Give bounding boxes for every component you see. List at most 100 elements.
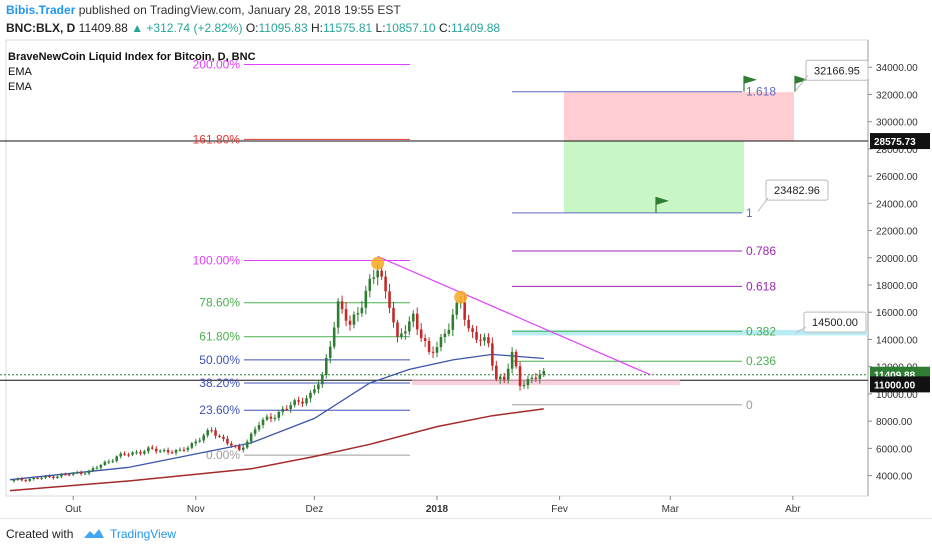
candle-body (226, 438, 229, 444)
candle-body (249, 433, 253, 442)
resistance-band (512, 329, 868, 336)
candle-body (451, 314, 455, 330)
candle-body (75, 472, 79, 474)
candle-body (301, 401, 304, 404)
y-tick-label: 34000.00 (876, 63, 918, 74)
price-chart[interactable]: 4000.006000.008000.0010000.0012000.00140… (0, 0, 932, 518)
candle-body (491, 343, 494, 366)
fib-left-level-label: 100.00% (193, 254, 241, 268)
y-tick-label: 24000.00 (876, 199, 918, 210)
candle-body (530, 377, 534, 379)
author-link[interactable]: Bibis.Trader (6, 3, 76, 17)
candle-body (222, 436, 225, 439)
candle-body (202, 435, 205, 441)
high-value: 11575.81 (323, 21, 373, 35)
candle-body (372, 277, 376, 279)
candle-body (36, 477, 39, 479)
candle-body (71, 472, 75, 475)
candle-body (487, 337, 490, 344)
candle-body (269, 416, 273, 419)
candle-body (182, 449, 186, 451)
candle-body (435, 347, 439, 353)
x-tick-label: Dez (306, 504, 324, 515)
price-tag-28575: 28575.73 (870, 133, 930, 150)
candle-body (348, 320, 352, 325)
candle-body (328, 346, 332, 358)
callout-text: 32166.95 (814, 65, 860, 77)
candle-body (317, 384, 320, 390)
candle-body (238, 445, 241, 450)
candle-body (20, 478, 24, 481)
candle-body (411, 313, 415, 322)
candle-body (162, 450, 166, 452)
fib-left-level-label: 38.20% (199, 376, 240, 390)
candle-body (360, 307, 364, 314)
candle-body (107, 461, 111, 463)
candle-body (277, 411, 281, 418)
high-label: H: (311, 21, 323, 35)
fib-left-level-label: 78.60% (199, 296, 240, 310)
callout-box (803, 311, 867, 333)
fib-right-level-label: 0.382 (746, 324, 776, 338)
fib-left-level-label: 0.00% (206, 448, 240, 462)
candle-body (510, 351, 514, 369)
highlight-point (454, 290, 468, 304)
candle-body (87, 470, 91, 474)
candle-body (190, 443, 194, 448)
fib-left-level-label: 50.00% (199, 353, 240, 367)
candle-body (56, 476, 59, 479)
flag-icon (795, 75, 808, 84)
callout-32166: 32166.95 (805, 59, 869, 81)
tradingview-logo-icon[interactable] (82, 526, 106, 542)
candle-body (245, 441, 249, 448)
candle-body (518, 366, 522, 387)
candle-body (427, 341, 431, 352)
candle-body (170, 452, 174, 454)
candle-body (273, 417, 277, 419)
ema-red-line (9, 408, 544, 492)
candle-body (431, 351, 435, 353)
low-value: 10857.10 (385, 21, 436, 35)
candle-body (408, 321, 411, 332)
support-band (412, 379, 680, 386)
candle-body (309, 392, 312, 399)
candle-body (151, 447, 154, 449)
low-label: L: (375, 21, 386, 35)
price-tag-text: 11000.00 (874, 380, 916, 391)
callout-leader (757, 197, 769, 212)
x-tick-label: 2018 (426, 504, 449, 515)
candle-body (32, 477, 35, 480)
candle-body (214, 430, 217, 436)
candle-body (230, 443, 233, 446)
candle-body (234, 445, 237, 447)
y-tick-label: 26000.00 (876, 172, 918, 183)
target-zone-green (564, 141, 744, 213)
tradingview-brand-link[interactable]: TradingView (110, 527, 177, 541)
x-tick-label: Abr (785, 504, 801, 515)
candle-body (396, 322, 399, 337)
candle-body (344, 309, 348, 321)
candle-body (313, 389, 316, 393)
candle-body (186, 447, 190, 450)
callout-text: 14500.00 (812, 317, 858, 329)
y-tick-label: 22000.00 (876, 227, 918, 238)
legend-ema-1[interactable]: EMA (8, 66, 32, 78)
legend-ema-2[interactable]: EMA (8, 81, 32, 93)
candle-body (158, 450, 162, 452)
fib-right-level-label: 0.786 (746, 244, 776, 258)
candle-body (364, 290, 368, 308)
candle-body (67, 474, 71, 476)
candle-body (198, 440, 202, 442)
candle-body (147, 447, 150, 452)
fib-right-level-label: 0 (746, 398, 753, 412)
candle-body (332, 327, 336, 347)
candle-body (471, 328, 474, 332)
created-with-label: Created with (6, 527, 74, 541)
candle-body (206, 430, 209, 436)
callout-23482: 23482.96 (765, 179, 829, 201)
fib-right-level-label: 0.236 (746, 354, 776, 368)
candle-body (392, 307, 395, 323)
chart-legend: BraveNewCoin Liquid Index for Bitcoin, D… (8, 50, 256, 95)
candle-body (281, 408, 285, 412)
open-label: O: (245, 21, 259, 35)
